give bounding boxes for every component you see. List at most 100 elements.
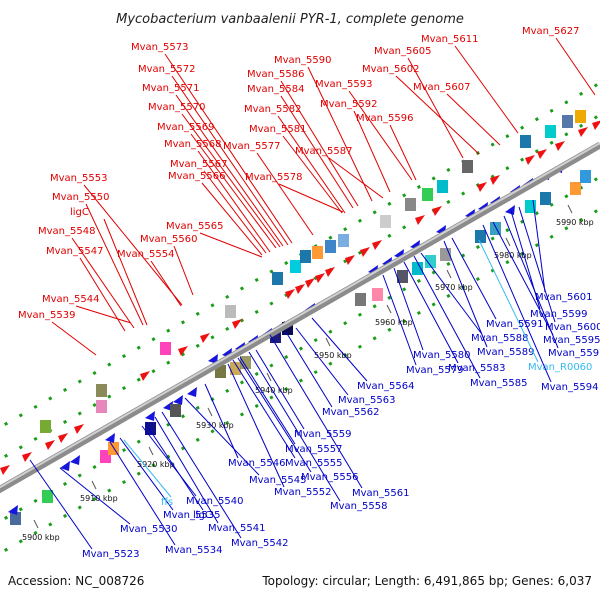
kbp-tick-label: 5920 kbp	[137, 460, 175, 469]
label-leader-line	[389, 124, 417, 181]
forward-gene-label: Mvan_5627	[522, 26, 579, 37]
gene-box	[397, 270, 408, 283]
gene-box	[562, 115, 573, 128]
forward-gene-arrow	[432, 206, 442, 216]
label-leader-line	[328, 157, 384, 199]
label-leader-line	[278, 183, 344, 213]
reverse-gene-label: Mvan_5583	[448, 363, 505, 374]
label-leader-line	[145, 423, 204, 511]
forward-gene-label: Mvan_5596	[356, 113, 413, 124]
gene-box	[525, 200, 536, 213]
reverse-gene-label: Mvan_5561	[352, 488, 409, 499]
forward-gene-label: Mvan_5553	[50, 173, 107, 184]
reverse-gene-label: Mvan_5585	[470, 378, 527, 389]
gene-box	[100, 450, 111, 463]
gene-box	[422, 188, 433, 201]
forward-gene-label: Mvan_5548	[38, 226, 95, 237]
reverse-gene-label: Mvan_5540	[186, 496, 243, 507]
forward-gene-arrow	[285, 289, 295, 299]
forward-gene-arrow	[200, 333, 210, 343]
reverse-gene-label: Mvan_5546	[228, 458, 285, 469]
gene-box	[580, 170, 591, 183]
kbp-tick-label: 5900 kbp	[22, 533, 60, 542]
kbp-tick-label: 5970 kbp	[435, 283, 473, 292]
tick-mark	[325, 337, 331, 347]
kbp-tick-label: 5930 kbp	[196, 421, 234, 430]
forward-gene-label: Mvan_5572	[138, 64, 195, 75]
label-leader-line	[154, 416, 219, 524]
tick-mark	[567, 204, 573, 214]
gene-box	[290, 260, 301, 273]
kbp-tick-label: 5980 kbp	[494, 251, 532, 260]
label-leader-line	[232, 359, 296, 459]
reverse-gene-label: Mvan_5588	[471, 333, 528, 344]
gene-box	[225, 305, 236, 318]
reverse-gene-label: Mvan_5530	[120, 524, 177, 535]
forward-gene-label: Mvan_5602	[362, 64, 419, 75]
gene-box	[40, 420, 51, 433]
label-leader-line	[29, 459, 93, 550]
reverse-gene-arrow	[145, 411, 155, 421]
forward-gene-label: Mvan_5590	[274, 55, 331, 66]
label-leader-line	[403, 261, 459, 364]
gene-box	[240, 356, 251, 369]
label-leader-line	[503, 215, 559, 349]
label-leader-line	[197, 150, 271, 253]
forward-gene-arrow	[477, 182, 487, 192]
label-leader-line	[204, 383, 239, 459]
forward-gene-label: Mvan_5611	[421, 34, 478, 45]
reverse-gene-label: Mvan_5542	[231, 538, 288, 549]
gene-box	[215, 365, 226, 378]
forward-gene-arrow	[178, 346, 188, 356]
gene-box	[270, 330, 281, 343]
label-leader-line	[420, 252, 482, 334]
reverse-gene-label: ligC	[193, 510, 212, 521]
label-leader-line	[83, 184, 183, 306]
backbone-highlight	[0, 142, 600, 489]
label-leader-line	[85, 203, 144, 326]
tick-mark	[446, 269, 452, 279]
label-leader-line	[269, 334, 363, 489]
reverse-gene-arrow	[173, 395, 183, 405]
gene-box	[145, 422, 156, 435]
label-leader-line	[75, 305, 132, 324]
label-leader-line	[482, 224, 552, 383]
forward-gene-label: Mvan_5560	[140, 234, 197, 245]
label-leader-line	[413, 255, 481, 379]
gene-box	[372, 288, 383, 301]
forward-gene-label: Mvan_5573	[131, 42, 188, 53]
label-leader-line	[199, 232, 263, 258]
gene-box	[380, 215, 391, 228]
forward-gene-label: Mvan_5607	[413, 82, 470, 93]
label-leader-line	[175, 94, 284, 247]
label-leader-line	[285, 331, 333, 408]
forward-gene-label: Mvan_5584	[247, 84, 304, 95]
reverse-gene-arrow	[8, 505, 18, 515]
gene-box	[520, 135, 531, 148]
label-leader-line	[173, 245, 194, 296]
label-leader-line	[393, 267, 424, 351]
reverse-gene-label: Mvan_5555	[285, 458, 342, 469]
forward-gene-arrow	[325, 267, 335, 277]
reverse-gene-label: Mvan_5562	[322, 407, 379, 418]
label-leader-line	[348, 90, 413, 181]
gene-box	[540, 192, 551, 205]
forward-gene-label: Mvan_5547	[46, 246, 103, 257]
label-leader-line	[256, 152, 314, 236]
label-leader-line	[201, 182, 263, 256]
label-leader-line	[171, 75, 289, 246]
gene-box	[160, 342, 171, 355]
label-leader-line	[190, 133, 277, 249]
label-leader-line	[353, 110, 391, 193]
reverse-gene-label: Mvan_5559	[294, 429, 351, 440]
label-leader-line	[492, 221, 554, 336]
map-title: Mycobacterium vanbaalenii PYR-1, complet…	[116, 12, 464, 27]
gene-box	[325, 240, 336, 253]
forward-gene-label: Mvan_5577	[223, 141, 280, 152]
reverse-gene-label: Mvan_5601	[535, 292, 592, 303]
tick-mark	[91, 480, 97, 490]
label-leader-line	[407, 57, 464, 159]
label-leader-line	[555, 37, 596, 96]
label-leader-line	[161, 411, 242, 539]
reverse-gene-label: Mvan_5564	[357, 381, 414, 392]
